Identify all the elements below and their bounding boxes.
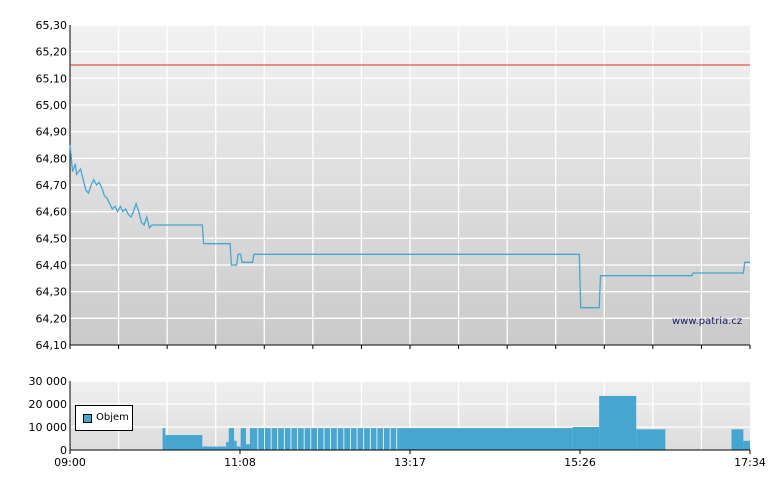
volume-bar: [240, 428, 246, 450]
volume-x-tick-label: 15:26: [564, 456, 596, 469]
volume-y-tick-label: 20 000: [29, 398, 68, 411]
volume-bar: [234, 440, 237, 450]
price-y-tick-label: 64,30: [36, 286, 68, 299]
volume-bar: [572, 427, 600, 450]
legend-label: Objem: [96, 412, 129, 423]
price-y-tick-label: 64,20: [36, 312, 68, 325]
price-y-tick-label: 64,60: [36, 206, 68, 219]
volume-y-tick-label: 30 000: [29, 375, 68, 388]
volume-bar: [731, 429, 744, 450]
volume-bar: [253, 428, 573, 450]
legend: Objem: [75, 405, 133, 431]
price-y-tick-label: 64,90: [36, 126, 68, 139]
volume-panel: 0 10 000 20 000 30 000 09:00 11:08 13:17 15:26 1…: [29, 375, 766, 469]
price-y-tick-label: 64,10: [36, 339, 68, 352]
volume-bar: [236, 446, 241, 450]
price-y-tick-label: 64,80: [36, 152, 68, 165]
volume-bar: [226, 441, 229, 450]
price-y-tick-label: 65,10: [36, 72, 68, 85]
watermark: www.patria.cz: [672, 316, 743, 327]
volume-bar: [599, 395, 637, 450]
price-y-tick-label: 65,00: [36, 99, 68, 112]
price-y-tick-label: 64,40: [36, 259, 68, 272]
price-series-line: [69, 144, 750, 309]
volume-x-tick-label: 13:17: [394, 456, 426, 469]
volume-bar: [202, 446, 227, 450]
volume-y-tick-label: 10 000: [29, 421, 68, 434]
volume-bar: [245, 444, 250, 450]
volume-bar: [249, 428, 254, 450]
price-panel: 64,10 64,20 64,30 64,40 64,50 64,60 64,70 64,80…: [36, 19, 751, 352]
price-y-tick-label: 65,20: [36, 46, 68, 59]
price-y-tick-label: 64,50: [36, 232, 68, 245]
volume-x-tick-label: 17:34: [734, 456, 766, 469]
volume-bar: [743, 440, 750, 450]
volume-bar: [228, 428, 235, 450]
legend-swatch: [83, 414, 92, 423]
volume-y-tick-label: 0: [60, 444, 67, 457]
volume-x-tick-label: 11:08: [224, 456, 256, 469]
volume-x-tick-label: 09:00: [54, 456, 86, 469]
volume-bar: [165, 435, 203, 450]
volume-bar: [162, 428, 166, 450]
volume-bar: [636, 429, 666, 450]
price-y-tick-label: 64,70: [36, 179, 68, 192]
price-y-tick-label: 65,30: [36, 19, 68, 32]
